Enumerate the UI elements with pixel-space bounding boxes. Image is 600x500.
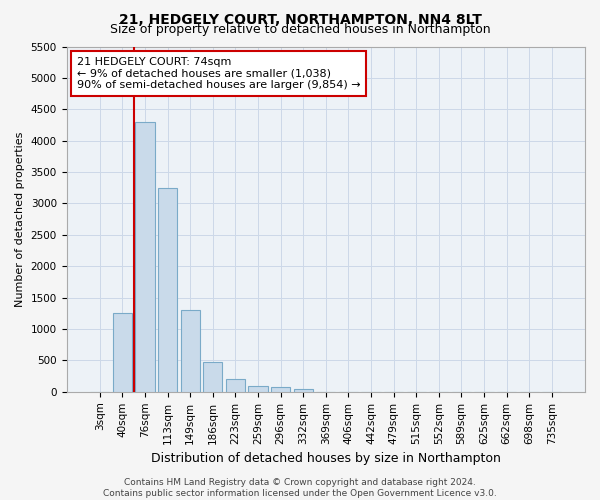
Bar [293,388,313,392]
Bar [181,310,200,392]
Text: Contains HM Land Registry data © Crown copyright and database right 2024.
Contai: Contains HM Land Registry data © Crown c… [103,478,497,498]
Text: Size of property relative to detached houses in Northampton: Size of property relative to detached ho… [110,22,490,36]
Text: 21, HEDGELY COURT, NORTHAMPTON, NN4 8LT: 21, HEDGELY COURT, NORTHAMPTON, NN4 8LT [119,12,481,26]
Text: 21 HEDGELY COURT: 74sqm
← 9% of detached houses are smaller (1,038)
90% of semi-: 21 HEDGELY COURT: 74sqm ← 9% of detached… [77,57,361,90]
Bar [136,122,155,392]
Bar [203,362,223,392]
Bar [158,188,177,392]
Bar [271,388,290,392]
X-axis label: Distribution of detached houses by size in Northampton: Distribution of detached houses by size … [151,452,501,465]
Bar [113,314,132,392]
Y-axis label: Number of detached properties: Number of detached properties [15,132,25,307]
Bar [226,380,245,392]
Bar [248,386,268,392]
